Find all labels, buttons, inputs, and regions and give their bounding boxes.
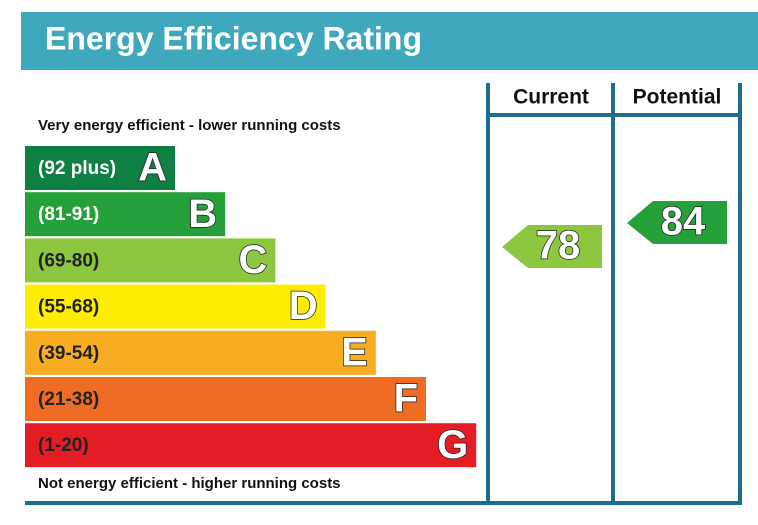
band [25, 423, 477, 468]
current-arrow: 78 [502, 223, 602, 268]
bottom-note: Not energy efficient - higher running co… [38, 475, 341, 492]
band-letter: F [394, 377, 418, 421]
band [25, 284, 326, 329]
column-header: Current [513, 86, 589, 109]
title: Energy Efficiency Rating [45, 20, 422, 56]
band-letter: A [138, 146, 167, 190]
current-value: 78 [536, 224, 581, 268]
band-letter: G [437, 423, 468, 467]
band [25, 330, 376, 375]
potential-arrow: 84 [627, 199, 727, 244]
band-letter: E [341, 330, 368, 374]
band-range: (39-54) [38, 343, 99, 364]
band [25, 238, 276, 283]
title-bar [21, 12, 758, 70]
band-letter: B [188, 192, 217, 236]
potential-value: 84 [661, 200, 706, 244]
band [25, 146, 175, 190]
band-range: (81-91) [38, 204, 99, 225]
band-range: (69-80) [38, 250, 99, 271]
band-range: (55-68) [38, 297, 99, 318]
column-header: Potential [633, 86, 722, 109]
band [25, 192, 226, 237]
band-letter: D [289, 284, 318, 328]
band-range: (1-20) [38, 435, 89, 456]
band-range: (21-38) [38, 389, 99, 410]
band [25, 377, 426, 421]
frame [25, 83, 742, 505]
top-note: Very energy efficient - lower running co… [38, 117, 341, 134]
band-range: (92 plus) [38, 158, 116, 179]
band-letter: C [239, 238, 268, 282]
